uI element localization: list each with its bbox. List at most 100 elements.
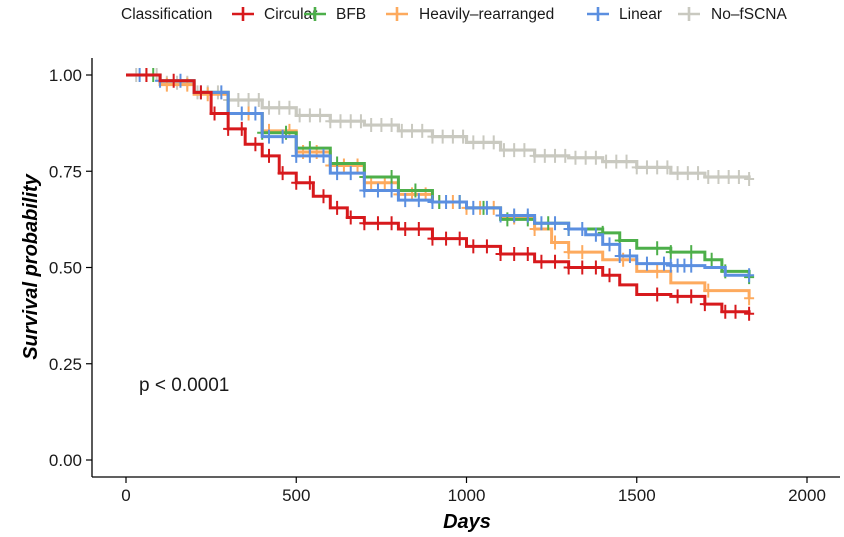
legend-key-icon xyxy=(587,7,609,21)
y-axis-title: Survival probability xyxy=(20,173,42,359)
censor-mark xyxy=(332,166,343,181)
censor-mark xyxy=(509,208,520,223)
legend-key-icon xyxy=(304,7,326,21)
legend-label: Linear xyxy=(619,6,662,23)
censor-mark xyxy=(386,118,397,133)
censor-mark xyxy=(693,166,704,181)
censor-mark xyxy=(744,268,755,283)
censor-mark xyxy=(359,183,370,198)
censor-mark xyxy=(366,118,377,133)
censor-mark xyxy=(652,241,663,256)
censor-mark xyxy=(253,93,264,108)
series-no-fscna xyxy=(126,68,755,186)
censor-mark xyxy=(550,254,561,269)
x-tick-label: 500 xyxy=(282,486,310,505)
censor-mark xyxy=(686,258,697,273)
series-heavily-rearranged xyxy=(126,68,755,306)
x-tick-label: 1500 xyxy=(618,486,656,505)
censor-mark xyxy=(481,200,492,215)
censor-mark xyxy=(529,148,540,163)
censor-mark xyxy=(723,170,734,185)
censor-mark xyxy=(665,245,676,260)
censor-mark xyxy=(509,247,520,262)
censor-mark xyxy=(563,245,574,260)
censor-mark xyxy=(720,304,731,319)
legend-title: Classification xyxy=(121,6,212,23)
censor-mark xyxy=(590,150,601,165)
censor-mark xyxy=(250,106,261,121)
censor-mark xyxy=(478,135,489,150)
censor-mark xyxy=(621,154,632,169)
censor-mark xyxy=(386,183,397,198)
censor-mark xyxy=(641,256,652,271)
censor-mark xyxy=(345,114,356,129)
survival-curve xyxy=(126,73,750,277)
censor-mark xyxy=(195,85,206,100)
censor-mark xyxy=(318,189,329,204)
legend-item: No–fSCNA xyxy=(678,6,787,23)
legend-label: No–fSCNA xyxy=(711,6,787,23)
censor-mark xyxy=(495,208,506,223)
y-tick-label: 0.00 xyxy=(49,451,82,470)
censor-mark xyxy=(699,297,710,312)
censor-mark xyxy=(400,193,411,208)
legend: Classification Circular BFB Heavily–rearra… xyxy=(121,6,787,23)
censor-mark xyxy=(209,106,220,121)
censor-mark xyxy=(590,260,601,275)
survival-curve xyxy=(126,73,751,314)
censor-mark xyxy=(577,245,588,260)
censor-mark xyxy=(264,129,275,144)
censor-mark xyxy=(733,170,744,185)
censor-mark xyxy=(277,166,288,181)
censor-mark xyxy=(672,166,683,181)
censor-mark xyxy=(563,222,574,236)
survival-curve xyxy=(126,73,751,179)
censor-mark xyxy=(447,129,458,144)
censor-mark xyxy=(294,108,305,123)
y-tick-label: 1.00 xyxy=(49,66,82,85)
censor-mark xyxy=(168,73,179,88)
x-tick-label: 0 xyxy=(121,486,130,505)
censor-mark xyxy=(372,216,383,231)
censor-mark xyxy=(601,154,612,169)
censor-mark xyxy=(631,160,642,175)
censor-mark xyxy=(407,123,418,138)
censor-mark xyxy=(427,129,438,144)
x-tick-label: 1000 xyxy=(448,486,486,505)
censor-mark xyxy=(468,135,479,150)
censor-mark xyxy=(495,247,506,262)
censor-mark xyxy=(481,239,492,254)
censor-mark xyxy=(641,160,652,175)
censor-mark xyxy=(284,100,295,115)
censor-mark xyxy=(427,195,438,210)
legend-key-icon xyxy=(232,7,254,21)
censor-mark xyxy=(141,68,152,82)
censor-mark xyxy=(304,175,315,190)
censor-mark xyxy=(550,235,561,250)
censor-mark xyxy=(345,166,356,181)
censor-mark xyxy=(372,183,383,198)
censor-mark xyxy=(291,148,302,163)
censor-mark xyxy=(400,222,411,236)
y-tick-label: 0.75 xyxy=(49,162,82,181)
censor-mark xyxy=(509,143,520,158)
censor-mark xyxy=(458,129,469,144)
censor-mark xyxy=(454,195,465,210)
censor-mark xyxy=(611,154,622,169)
legend-key-icon xyxy=(678,7,700,21)
censor-mark xyxy=(488,135,499,150)
censor-mark xyxy=(713,170,724,185)
censor-mark xyxy=(355,114,366,129)
censor-mark xyxy=(730,304,741,319)
survival-curve xyxy=(126,73,751,278)
y-tick-label: 0.50 xyxy=(49,259,82,278)
p-value-annotation: p < 0.0001 xyxy=(139,375,229,396)
censor-mark xyxy=(604,268,615,283)
censor-mark xyxy=(243,93,254,108)
censor-mark xyxy=(352,158,363,173)
censor-mark xyxy=(614,248,625,263)
axes: 0.00 0.25 0.50 0.75 1.00 0 500 1000 1500 2000 xyxy=(49,58,840,505)
censor-mark xyxy=(652,264,663,279)
censor-mark xyxy=(672,289,683,304)
